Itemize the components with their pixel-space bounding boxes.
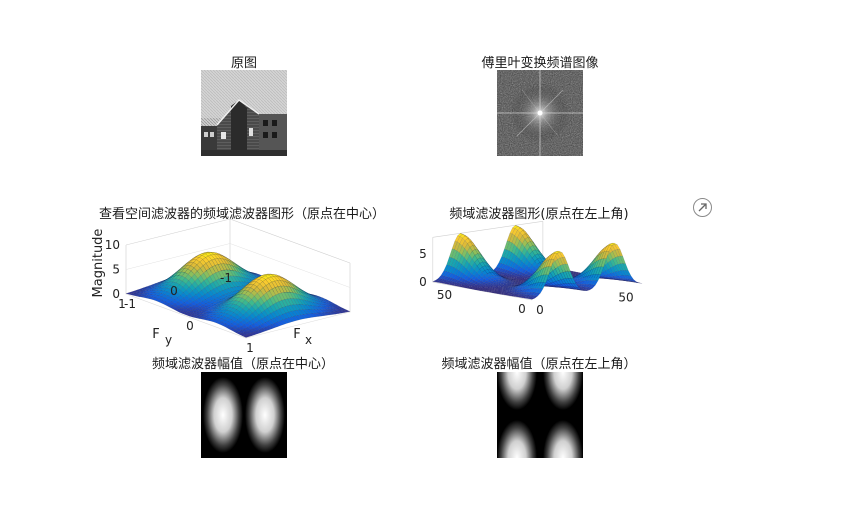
surface-center-xtick: 0: [186, 319, 194, 333]
surface-corner-ztick: 0: [419, 275, 427, 289]
surface-corner-ztick: 5: [419, 247, 427, 261]
surface-corner-ytick: 50: [437, 288, 452, 302]
mag-corner-blob-bl: [497, 420, 537, 458]
mag-center-blob-right: [245, 377, 285, 453]
surface-corner-mesh: [432, 225, 643, 300]
mag-center-blob-left: [203, 377, 243, 453]
surface-center-xtick: 1: [246, 341, 254, 353]
mag-corner-image: [497, 372, 583, 458]
surface-corner-xtick: 50: [618, 291, 633, 305]
surface-center-ytick: -1: [220, 271, 232, 285]
mag-corner-blob-tr: [543, 372, 583, 410]
original-title: 原图: [230, 56, 257, 71]
original-image: [201, 70, 287, 156]
spectrum-title: 傅里叶变换频谱图像: [481, 56, 599, 71]
export-button[interactable]: [693, 198, 712, 217]
surface-center-ylabel: F: [152, 327, 159, 342]
surface-center-xlabel: F: [293, 327, 300, 342]
mag-corner-title: 频域滤波器幅值（原点在左上角）: [441, 357, 637, 372]
surface-center-xlabel-sub: x: [305, 333, 312, 347]
surface-corner-ytick: 0: [518, 302, 526, 316]
mag-corner-blob-br: [543, 420, 583, 458]
mag-center-image: [201, 372, 287, 458]
surface-corner-title: 频域滤波器图形(原点在左上角): [449, 207, 629, 222]
surface-center-mesh: [125, 251, 351, 338]
surface-center-ztick: 10: [105, 238, 120, 252]
surface-center-ylabel-sub: y: [165, 333, 172, 347]
surface-corner-xtick: 0: [536, 303, 544, 317]
surface-center-title: 查看空间滤波器的频域滤波器图形（原点在中心）: [98, 207, 385, 222]
surface-center-ytick: 0: [170, 284, 178, 298]
surface-center-zlabel: Magnitude: [91, 229, 106, 298]
surface-center-xtick: -1: [124, 297, 136, 311]
spectrum-image: [497, 70, 583, 156]
mag-corner-blob-tl: [497, 372, 537, 410]
surface-center-ytick: 1: [118, 297, 126, 311]
mag-center-title: 频域滤波器幅值（原点在中心）: [151, 357, 334, 372]
surface-corner-axes: 0 5 50 0 0 50: [404, 218, 664, 334]
surface-center-ztick: 5: [112, 263, 120, 277]
surface-center-ztick: 0: [112, 287, 120, 301]
export-arrow-icon: [698, 203, 707, 212]
